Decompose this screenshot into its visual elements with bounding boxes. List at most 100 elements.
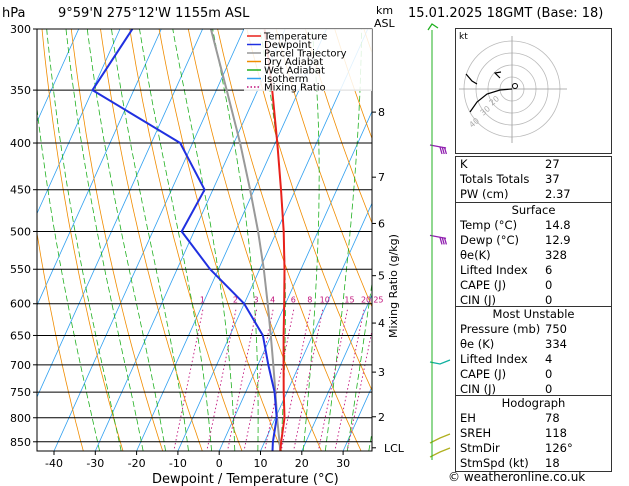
mu-label: CAPE (J) xyxy=(460,367,507,381)
legend-entry: Wet Adiabat xyxy=(264,66,325,77)
km-tick-label: 8 xyxy=(378,106,385,119)
hodo-label: SREH xyxy=(460,426,492,440)
mixing-ratio-line xyxy=(346,328,372,451)
mixing-ratio-value: 20 xyxy=(361,296,371,305)
surface-label: CIN (J) xyxy=(460,293,497,307)
index-value: 2.37 xyxy=(545,187,571,201)
pressure-tick-label: 850 xyxy=(10,436,31,449)
isotherm-line xyxy=(218,110,372,451)
wind-barb xyxy=(429,447,451,458)
surface-row: θe(K) 328 xyxy=(456,248,611,263)
isotherm-line xyxy=(94,29,286,451)
wet-adiabat-line xyxy=(368,429,372,451)
index-label: Totals Totals xyxy=(460,172,530,186)
mixing-ratio-value: 10 xyxy=(320,296,330,305)
wet-adiabat-line xyxy=(139,29,212,451)
mu-row: θe (K) 334 xyxy=(456,337,611,352)
wind-barb xyxy=(429,234,447,240)
km-tick-label: 2 xyxy=(378,411,385,424)
pressure-tick-label: 600 xyxy=(10,298,31,311)
surface-value: 6 xyxy=(545,263,553,277)
index-row: K 27 xyxy=(456,157,611,172)
asl-label: ASL xyxy=(374,17,395,30)
pressure-tick-label: 450 xyxy=(10,184,31,197)
dry-adiabat-line xyxy=(129,29,243,451)
hodo-value: 126° xyxy=(545,441,573,455)
wind-barb xyxy=(429,359,451,365)
isotherm-line xyxy=(37,29,80,123)
surface-row: Temp (°C) 14.8 xyxy=(456,218,611,233)
indices-top-table: K 27 Totals Totals 37 PW (cm) 2.37 xyxy=(455,156,612,203)
isotherm-line xyxy=(136,29,327,451)
temperature-line xyxy=(263,29,286,451)
hodo-label: StmSpd (kt) xyxy=(460,456,529,470)
surface-label: Dewp (°C) xyxy=(460,233,520,247)
wet-adiabat-line xyxy=(111,29,189,451)
lcl-label: LCL xyxy=(384,442,405,455)
hodo-row: StmSpd (kt) 18 xyxy=(456,456,611,471)
surface-row: Dewp (°C) 12.9 xyxy=(456,233,611,248)
surface-label: Temp (°C) xyxy=(460,218,518,232)
hodo-value: 78 xyxy=(545,411,560,425)
legend-entry: Dry Adiabat xyxy=(264,57,323,68)
index-row: Totals Totals 37 xyxy=(456,172,611,187)
mu-row: CIN (J) 0 xyxy=(456,382,611,397)
legend-entry: Temperature xyxy=(263,32,327,43)
wind-barb-flag xyxy=(441,237,445,245)
wind-barb-flag xyxy=(441,146,445,155)
temperature-tick-label: 10 xyxy=(254,457,268,470)
dry-adiabat-line xyxy=(275,29,372,308)
dry-adiabat-line xyxy=(187,29,322,451)
surface-row: CIN (J) 0 xyxy=(456,293,611,308)
km-tick-label: 7 xyxy=(378,171,385,184)
surface-value: 12.9 xyxy=(545,233,571,247)
hodograph-trace xyxy=(465,73,478,85)
wet-adiabat-line xyxy=(86,29,166,451)
mixing-ratio-line xyxy=(206,309,237,451)
surface-title: Surface xyxy=(511,203,556,217)
temperature-tick-label: -30 xyxy=(86,457,104,470)
km-tick-label: 4 xyxy=(378,317,385,330)
legend-entry: Dewpoint xyxy=(264,40,312,51)
mu-value: 0 xyxy=(545,382,553,396)
wet-adiabat-line xyxy=(302,29,320,451)
wind-barb-flag xyxy=(439,237,443,245)
surface-label: CAPE (J) xyxy=(460,278,507,292)
mu-row: Pressure (mb) 750 xyxy=(456,322,611,337)
location-title: 9°59'N 275°12'W 1155m ASL xyxy=(58,6,250,21)
mu-value: 334 xyxy=(545,337,567,351)
mu-row: CAPE (J) 0 xyxy=(456,367,611,382)
wind-barb xyxy=(429,433,451,444)
surface-value: 0 xyxy=(545,293,553,307)
index-label: K xyxy=(460,157,468,171)
wet-adiabat-line xyxy=(172,29,236,451)
mixing-ratio-line xyxy=(243,309,274,451)
mu-label: Lifted Index xyxy=(460,352,528,366)
wet-adiabat-line xyxy=(65,29,144,451)
km-tick-label: 3 xyxy=(378,366,385,379)
mixing-ratio-line xyxy=(173,309,204,451)
wind-barb-flag xyxy=(443,146,448,155)
mu-value: 750 xyxy=(545,322,567,336)
mixing-ratio-value: 2 xyxy=(233,296,238,305)
mixing-ratio-line xyxy=(317,309,348,451)
dry-adiabat-line xyxy=(158,29,283,451)
mixing-ratio-value: 1 xyxy=(200,296,205,305)
hodo-row: SREH 118 xyxy=(456,426,611,441)
mu-value: 4 xyxy=(545,352,553,366)
temperature-tick-label: -20 xyxy=(128,457,146,470)
dry-adiabat-line xyxy=(305,29,372,225)
hodograph-title: Hodograph xyxy=(501,396,566,410)
dry-adiabat-line xyxy=(37,230,84,451)
hodograph-frame xyxy=(455,28,612,154)
wet-adiabat-line xyxy=(212,29,259,451)
pressure-tick-label: 300 xyxy=(10,23,31,36)
dewpoint-line xyxy=(91,29,278,451)
temperature-tick-label: -40 xyxy=(45,457,63,470)
surface-value: 14.8 xyxy=(545,218,571,232)
hpa-label: hPa xyxy=(2,6,26,21)
temperature-tick-label: 20 xyxy=(295,457,309,470)
hodo-row: EH 78 xyxy=(456,411,611,426)
dry-adiabat-line xyxy=(70,29,164,451)
